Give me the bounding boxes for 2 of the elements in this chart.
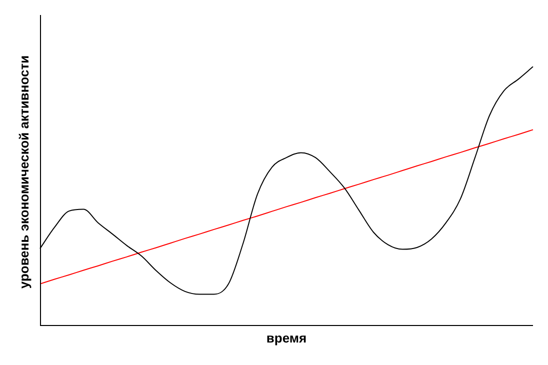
y-axis-title: уровень экономической активности (16, 55, 32, 289)
x-axis-title: время (266, 330, 307, 346)
